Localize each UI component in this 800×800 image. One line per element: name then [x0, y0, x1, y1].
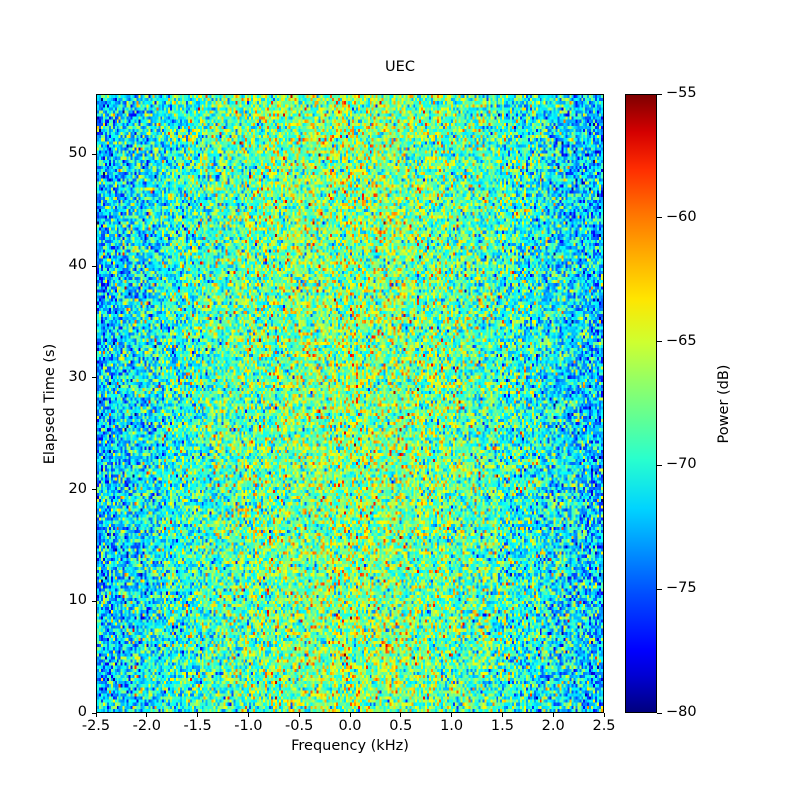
colorbar-tick-mark: [657, 588, 662, 590]
x-axis-label: Frequency (kHz): [291, 738, 409, 754]
x-tick-mark: [451, 713, 453, 717]
x-tick-label: -1.5: [183, 718, 212, 734]
x-tick-label: 0.0: [338, 718, 362, 734]
y-tick-label: 40: [68, 257, 87, 274]
colorbar-tick-label: −80: [666, 704, 697, 720]
colorbar-tick-label: −70: [666, 456, 697, 473]
x-tick-label: -2.0: [132, 718, 161, 734]
x-tick-label: 2.0: [541, 718, 565, 734]
x-tick-label: 1.0: [440, 718, 464, 734]
x-tick-mark: [349, 713, 351, 717]
spectrogram-image: [97, 95, 603, 712]
x-tick-mark: [298, 713, 300, 717]
y-tick-label: 50: [68, 145, 87, 162]
title-line-station: UEC: [385, 59, 415, 75]
x-tick-mark: [247, 713, 249, 717]
colorbar-tick-mark: [657, 93, 662, 95]
y-tick-label: 30: [68, 368, 87, 385]
x-tick-mark: [197, 713, 199, 717]
x-tick-label: 1.5: [490, 718, 514, 734]
colorbar: [625, 94, 657, 713]
colorbar-tick-label: −60: [666, 208, 697, 225]
spectrogram-axes: [96, 94, 604, 713]
y-tick-mark: [92, 265, 96, 267]
x-tick-mark: [146, 713, 148, 717]
y-tick-mark: [92, 489, 96, 491]
x-tick-label: -2.5: [81, 718, 111, 734]
y-tick-mark: [92, 600, 96, 602]
x-tick-mark: [400, 713, 402, 717]
x-tick-mark: [603, 713, 605, 717]
colorbar-tick-label: −75: [666, 580, 697, 597]
colorbar-tick-mark: [657, 712, 662, 714]
colorbar-tick-label: −65: [666, 332, 697, 349]
y-tick-mark: [92, 712, 96, 714]
x-tick-mark: [501, 713, 503, 717]
colorbar-tick-label: −55: [666, 85, 697, 101]
y-tick-label: 10: [68, 592, 87, 609]
colorbar-tick-mark: [657, 341, 662, 343]
y-axis-label: Elapsed Time (s): [42, 343, 58, 465]
x-tick-label: 0.5: [389, 718, 413, 734]
colorbar-label: Power (dB): [716, 364, 732, 444]
y-tick-mark: [92, 153, 96, 155]
x-tick-mark: [95, 713, 97, 717]
y-tick-mark: [92, 377, 96, 379]
colorbar-tick-mark: [657, 464, 662, 466]
colorbar-tick-mark: [657, 217, 662, 219]
x-tick-label: -0.5: [285, 718, 314, 734]
y-tick-label: 0: [77, 704, 87, 720]
y-tick-label: 20: [68, 480, 87, 497]
x-tick-label: 2.5: [592, 718, 616, 734]
x-tick-label: -1.0: [234, 718, 263, 734]
x-tick-mark: [552, 713, 554, 717]
